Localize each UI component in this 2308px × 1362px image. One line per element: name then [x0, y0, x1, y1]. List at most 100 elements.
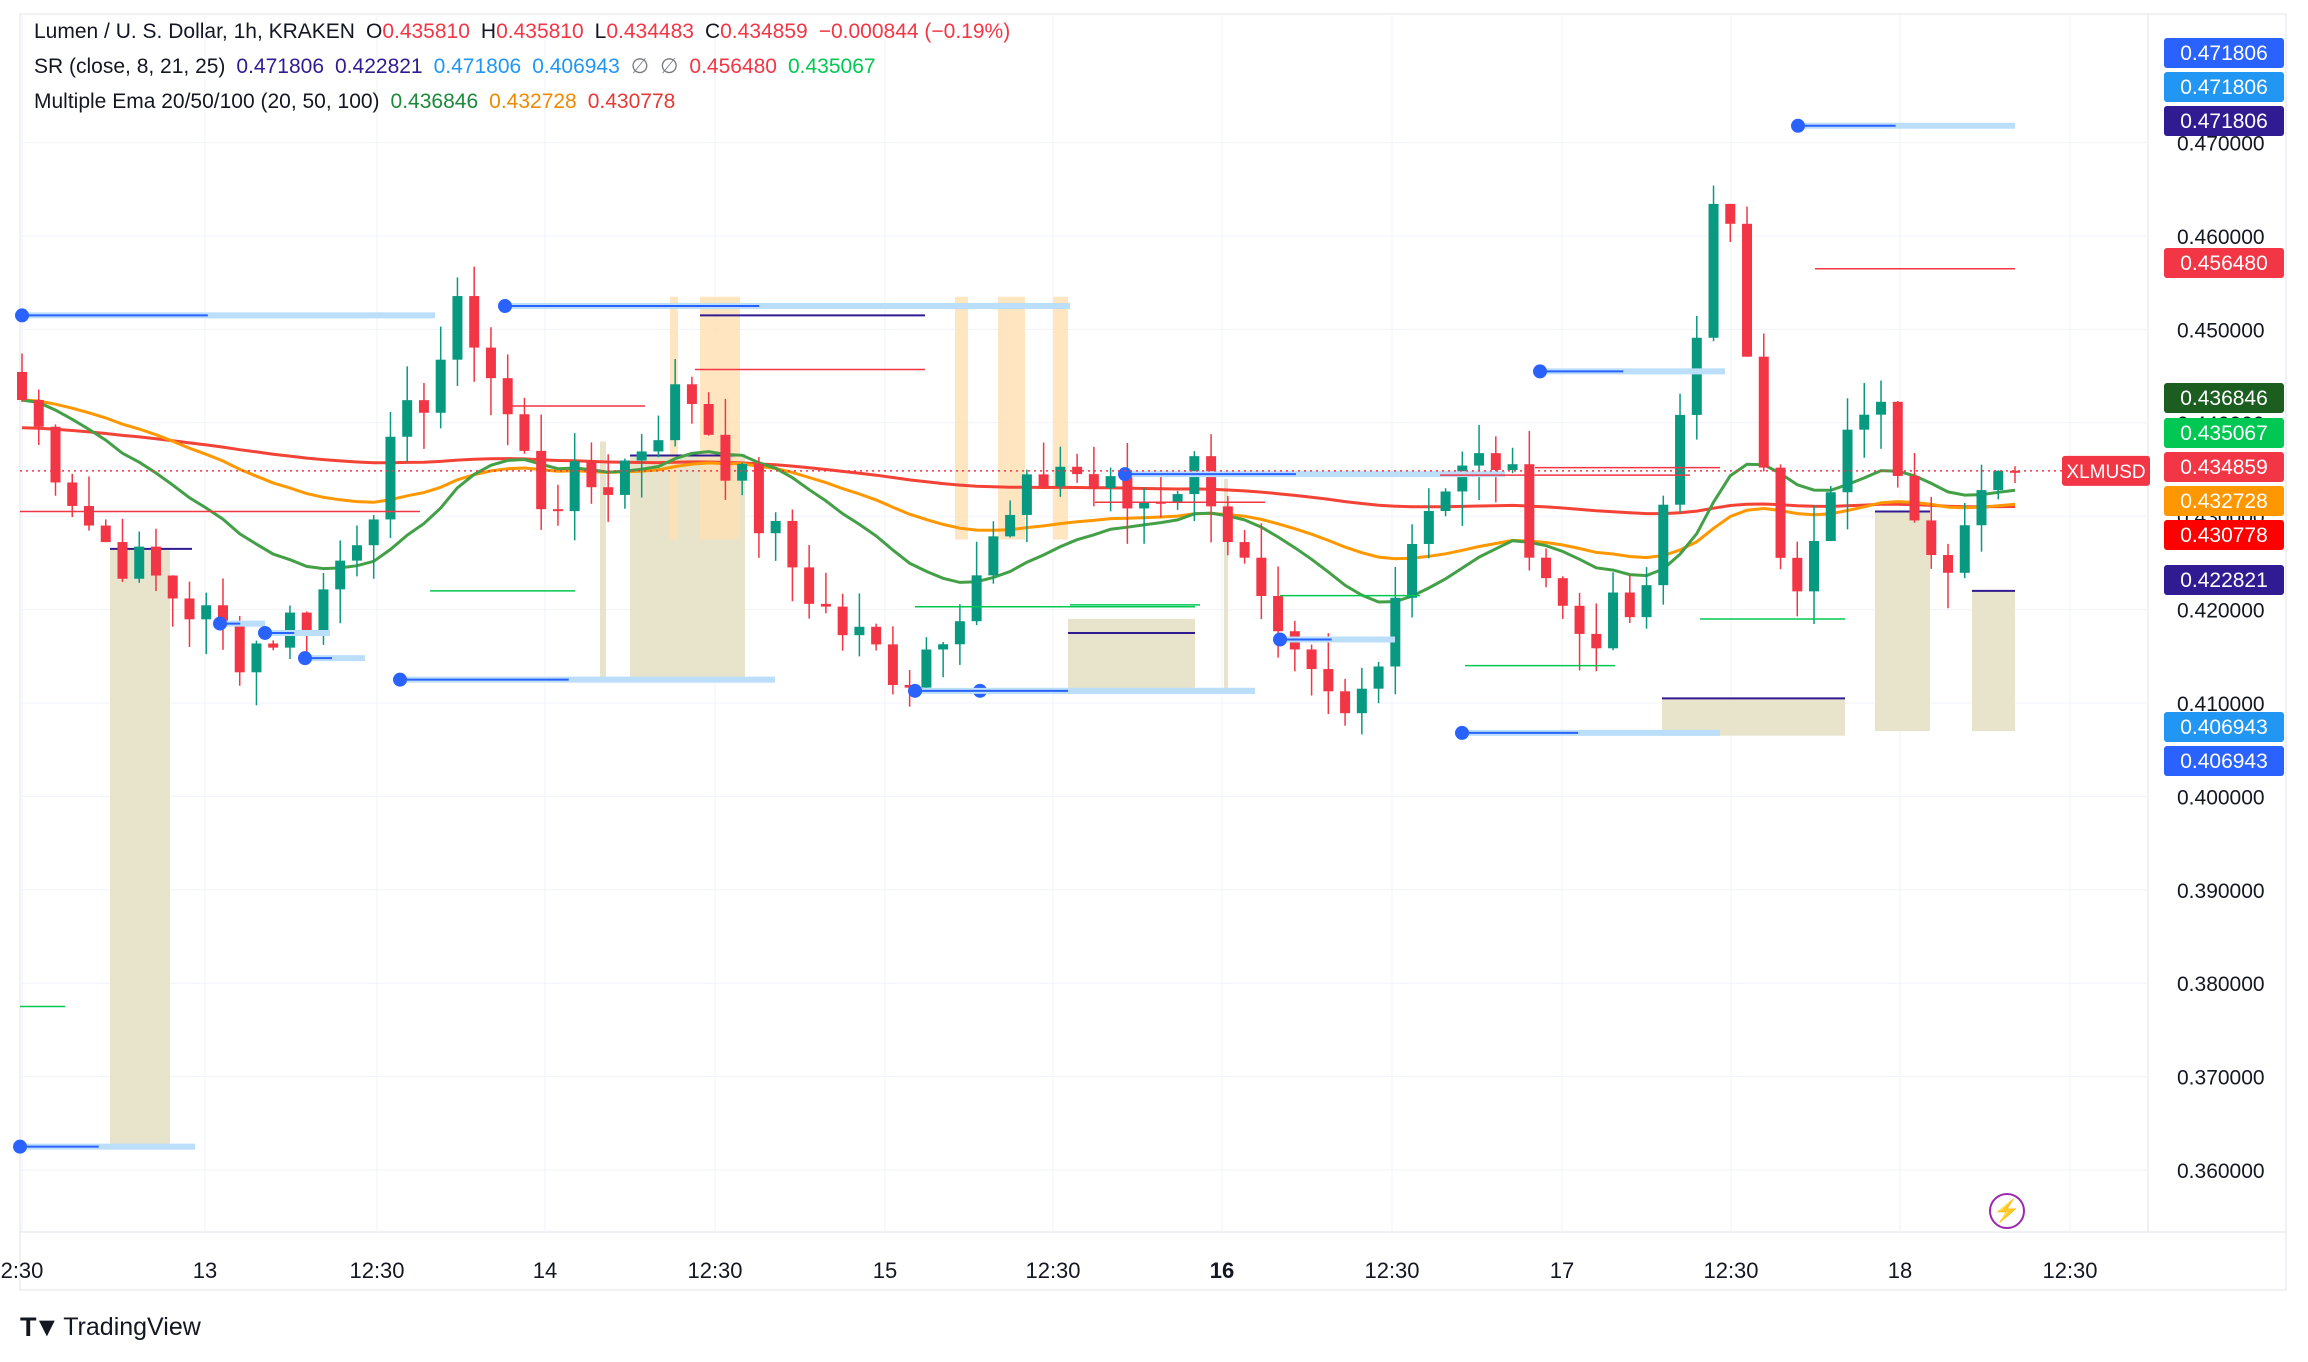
legend-sr-row[interactable]: SR (close, 8, 21, 25) 0.471806 0.422821 … [34, 49, 1021, 84]
sr-level-dot [213, 616, 227, 631]
candle-body [1876, 401, 1887, 415]
candle-body [569, 461, 580, 512]
candle-body [1926, 520, 1937, 556]
candle-body [1909, 475, 1920, 521]
candle-body [1105, 476, 1116, 488]
sr-level-dot [908, 683, 922, 698]
candle-body [1407, 543, 1418, 598]
legend-ema-value: 0.432728 [489, 90, 577, 113]
price-label-text: 0.471806 [2180, 110, 2268, 133]
tradingview-logo[interactable]: T▼ TradingView [20, 1312, 201, 1343]
x-tick-label: 17 [1550, 1258, 1574, 1283]
sr-level-dot [1118, 467, 1132, 482]
legend-ema-value: 0.430778 [587, 90, 676, 113]
candle-body [1608, 592, 1619, 649]
price-label-text: 0.436846 [2180, 387, 2268, 410]
x-tick-label: 12:30 [1025, 1258, 1080, 1283]
lightning-icon[interactable]: ⚡ [1989, 1193, 2025, 1229]
candle-body [83, 505, 94, 526]
candle-body [988, 536, 999, 576]
candle-body [552, 509, 563, 512]
candle-body [1273, 595, 1284, 632]
sr-level-dot [258, 625, 272, 640]
y-tick-label: 0.380000 [2177, 973, 2265, 996]
price-label-text: 0.406943 [2180, 716, 2268, 739]
candle-body [1624, 592, 1635, 618]
candle-body [921, 649, 932, 688]
candle-body [33, 399, 44, 427]
sr-level-dot [1791, 118, 1805, 133]
legend-low-label: L [594, 20, 607, 43]
candle-body [804, 567, 815, 604]
candle-body [134, 546, 145, 579]
candle-body [1457, 465, 1468, 492]
legend-sr-value: 0.406943 [532, 55, 620, 78]
candle-body [1356, 688, 1367, 714]
candle-body [435, 359, 446, 413]
candle-body [1691, 337, 1702, 415]
x-tick-label: 12:30 [1703, 1258, 1758, 1283]
x-tick-label: 16 [1210, 1258, 1234, 1283]
x-tick-label: 14 [533, 1258, 557, 1283]
candle-body [100, 525, 111, 543]
legend-symbol[interactable]: Lumen / U. S. Dollar, 1h, KRAKEN [34, 20, 355, 43]
candle-body [1943, 555, 1954, 573]
candle-body [335, 560, 346, 590]
candle-body [1825, 492, 1836, 542]
symbol-tag [2062, 455, 2150, 486]
candle-body [1055, 466, 1066, 487]
candle-body [418, 400, 429, 413]
support-zone [1662, 698, 1845, 736]
price-label-text: 0.471806 [2180, 76, 2268, 99]
legend-sr-value: ∅ [660, 55, 679, 78]
candle-body [1809, 541, 1820, 592]
tv-mark-icon: T▼ [20, 1312, 60, 1342]
candle-body [1239, 542, 1250, 558]
candle-body [686, 384, 697, 404]
candle-body [1658, 504, 1669, 586]
legend-sr-value: 0.435067 [787, 55, 876, 78]
legend-sr-value: 0.456480 [689, 55, 777, 78]
candle-body [2010, 470, 2020, 473]
candle-body [1859, 414, 1870, 430]
candle-body [234, 625, 245, 673]
candle-body [737, 463, 748, 481]
candle-body [1222, 506, 1233, 543]
candle-body [1524, 464, 1535, 558]
legend-change: −0.000844 (−0.19%) [818, 20, 1011, 43]
price-label-box [2164, 520, 2284, 550]
candle-body [720, 434, 731, 481]
candle-body [50, 426, 61, 483]
candle-body [452, 296, 463, 360]
candle-body [938, 644, 949, 650]
chart-frame [19, 13, 2287, 1291]
y-tick-label: 0.460000 [2177, 226, 2265, 249]
candle-body [837, 606, 848, 636]
candle-body [318, 589, 329, 631]
brand-name: TradingView [63, 1313, 201, 1341]
sr-level-dot [13, 1139, 27, 1154]
price-label-text: 0.430778 [2180, 524, 2268, 547]
chart-legend: Lumen / U. S. Dollar, 1h, KRAKEN O 0.4358… [34, 14, 1021, 119]
candle-body [1256, 557, 1267, 596]
candle-body [854, 626, 865, 636]
candle-body [167, 575, 178, 599]
candle-body [1742, 223, 1753, 357]
candle-body [469, 296, 480, 348]
support-zone [1068, 618, 1195, 689]
candle-body [753, 463, 764, 534]
candle-body [1206, 456, 1217, 507]
candle-body [368, 519, 379, 546]
candle-body [820, 603, 831, 607]
price-label-box [2164, 712, 2284, 742]
support-zone [600, 441, 606, 680]
y-tick-label: 0.390000 [2177, 880, 2265, 903]
legend-ema-row[interactable]: Multiple Ema 20/50/100 (20, 50, 100) 0.4… [34, 84, 1021, 119]
candle-body [1122, 476, 1133, 509]
price-label-text: 0.406943 [2180, 750, 2268, 773]
sr-level-dot [1533, 364, 1547, 379]
legend-sr-value: 0.471806 [433, 55, 522, 78]
sr-level-dot [393, 672, 407, 687]
price-label-box [2164, 565, 2284, 595]
